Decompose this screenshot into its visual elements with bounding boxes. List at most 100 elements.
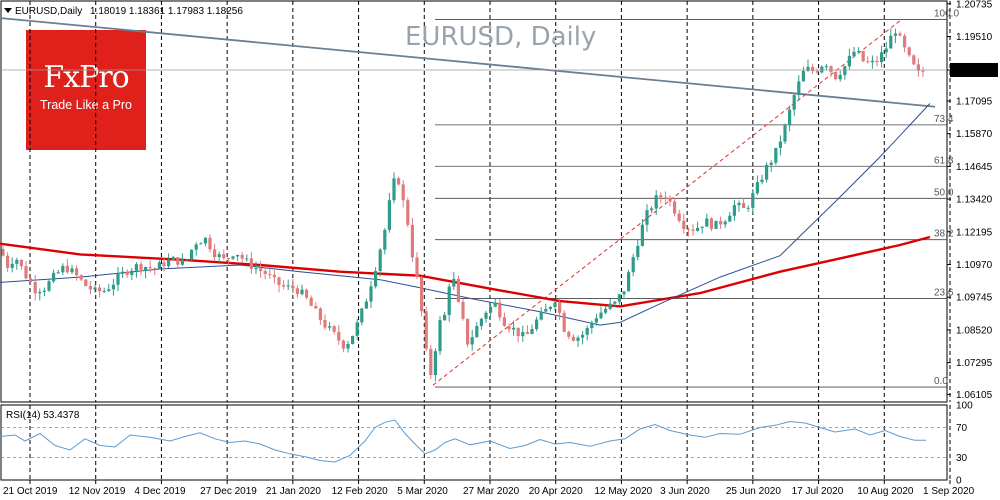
candle-body [337,331,341,341]
candle-body [429,348,433,376]
x-tick-label: 25 Jun 2020 [726,486,781,497]
candle-body [622,291,626,295]
candle-body [820,66,824,73]
time-axis: 21 Oct 2019 12 Nov 2019 4 Dec 2019 27 Dec 2… [3,480,975,497]
candle-body [107,289,111,291]
candle-body [714,220,718,229]
candle-body [328,326,332,328]
x-tick-label: 5 Mar 2020 [397,486,448,497]
candle-body [801,70,805,82]
candle-body [240,254,244,259]
candle-body [171,257,175,260]
candle-body [162,262,166,267]
x-tick-label: 12 May 2020 [594,486,652,497]
candle-body [654,195,658,209]
candle-body [640,224,644,246]
candle-body [282,285,286,287]
rsi-line [0,419,926,463]
candle-body [682,220,686,230]
candle-body [553,302,557,307]
candle-body [751,193,755,208]
candle-body [263,271,267,275]
fxpro-logo: FxPro Trade Like a Pro [26,30,146,150]
rsi-panel: 100 70 30 0 [0,401,973,487]
rsi-panel-border [0,404,948,481]
candle-body [544,308,548,312]
candle-body [318,308,322,321]
y-tick-label: 1.14645 [956,162,993,173]
candle-body [157,262,161,270]
candle-body [558,302,562,313]
candle-body [98,287,102,292]
candle-body [829,66,833,72]
candle-body [590,322,594,328]
candle-body [461,301,465,319]
symbol-label: EURUSD,Daily [15,6,82,17]
candle-body [516,327,520,337]
candle-body [249,258,253,269]
candle-body [792,95,796,110]
candle-body [268,274,272,276]
candle-body [857,51,861,53]
candle-body [300,289,304,295]
y-tick-label: 1.07295 [956,358,993,369]
candle-body [861,51,865,62]
candle-body [447,286,451,315]
candle-body [1,249,5,256]
candle-body [236,254,240,257]
candle-body [314,305,318,309]
logo-brand: FxPro [43,60,129,95]
candle-body [847,55,851,67]
candle-body [870,60,874,63]
candle-body [732,205,736,216]
candle-body [291,285,295,289]
descending-trendline [0,17,936,108]
candle-body [645,210,649,225]
candle-body [898,33,902,36]
candle-body [199,243,203,245]
candle-body [470,337,474,345]
candle-body [364,301,368,309]
candle-body [576,337,580,341]
candle-body [378,249,382,272]
candle-body [369,286,373,302]
candle-body [889,35,893,49]
x-tick-label: 17 Jul 2020 [792,486,844,497]
rsi-tick-label: 30 [956,453,968,464]
rsi-tick-label: 0 [956,476,962,487]
candle-body [567,331,571,337]
candle-body [613,301,617,304]
candle-body [420,277,424,312]
candle-body [415,257,419,278]
candle-body [29,278,33,283]
candle-body [374,271,378,287]
x-tick-label: 27 Dec 2019 [200,486,257,497]
dashed-uptrend-line [432,20,901,386]
candle-body [346,343,350,349]
candle-body [484,312,488,319]
candle-body [788,109,792,126]
x-tick-label: 10 Aug 2020 [857,486,914,497]
candle-body [121,271,125,274]
slow-moving-average [0,235,931,308]
fib-level-label: 0.0 [934,376,948,387]
candle-body [15,259,19,264]
candle-body [341,340,345,349]
candle-body [190,249,194,260]
candle-body [153,268,157,270]
candle-body [705,218,709,227]
y-tick-label: 1.10970 [956,260,993,271]
candle-body [608,303,612,309]
candle-body [783,125,787,142]
candle-body [93,287,97,290]
symbol-dropdown-icon[interactable] [4,8,12,13]
candle-body [401,184,405,201]
fib-level-label: 73.4 [934,114,954,125]
candle-body [903,35,907,48]
x-tick-label: 21 Oct 2019 [3,486,58,497]
candle-body [6,255,10,268]
candle-body [893,33,897,36]
y-tick-label: 1.12195 [956,227,993,238]
candle-body [286,285,290,287]
